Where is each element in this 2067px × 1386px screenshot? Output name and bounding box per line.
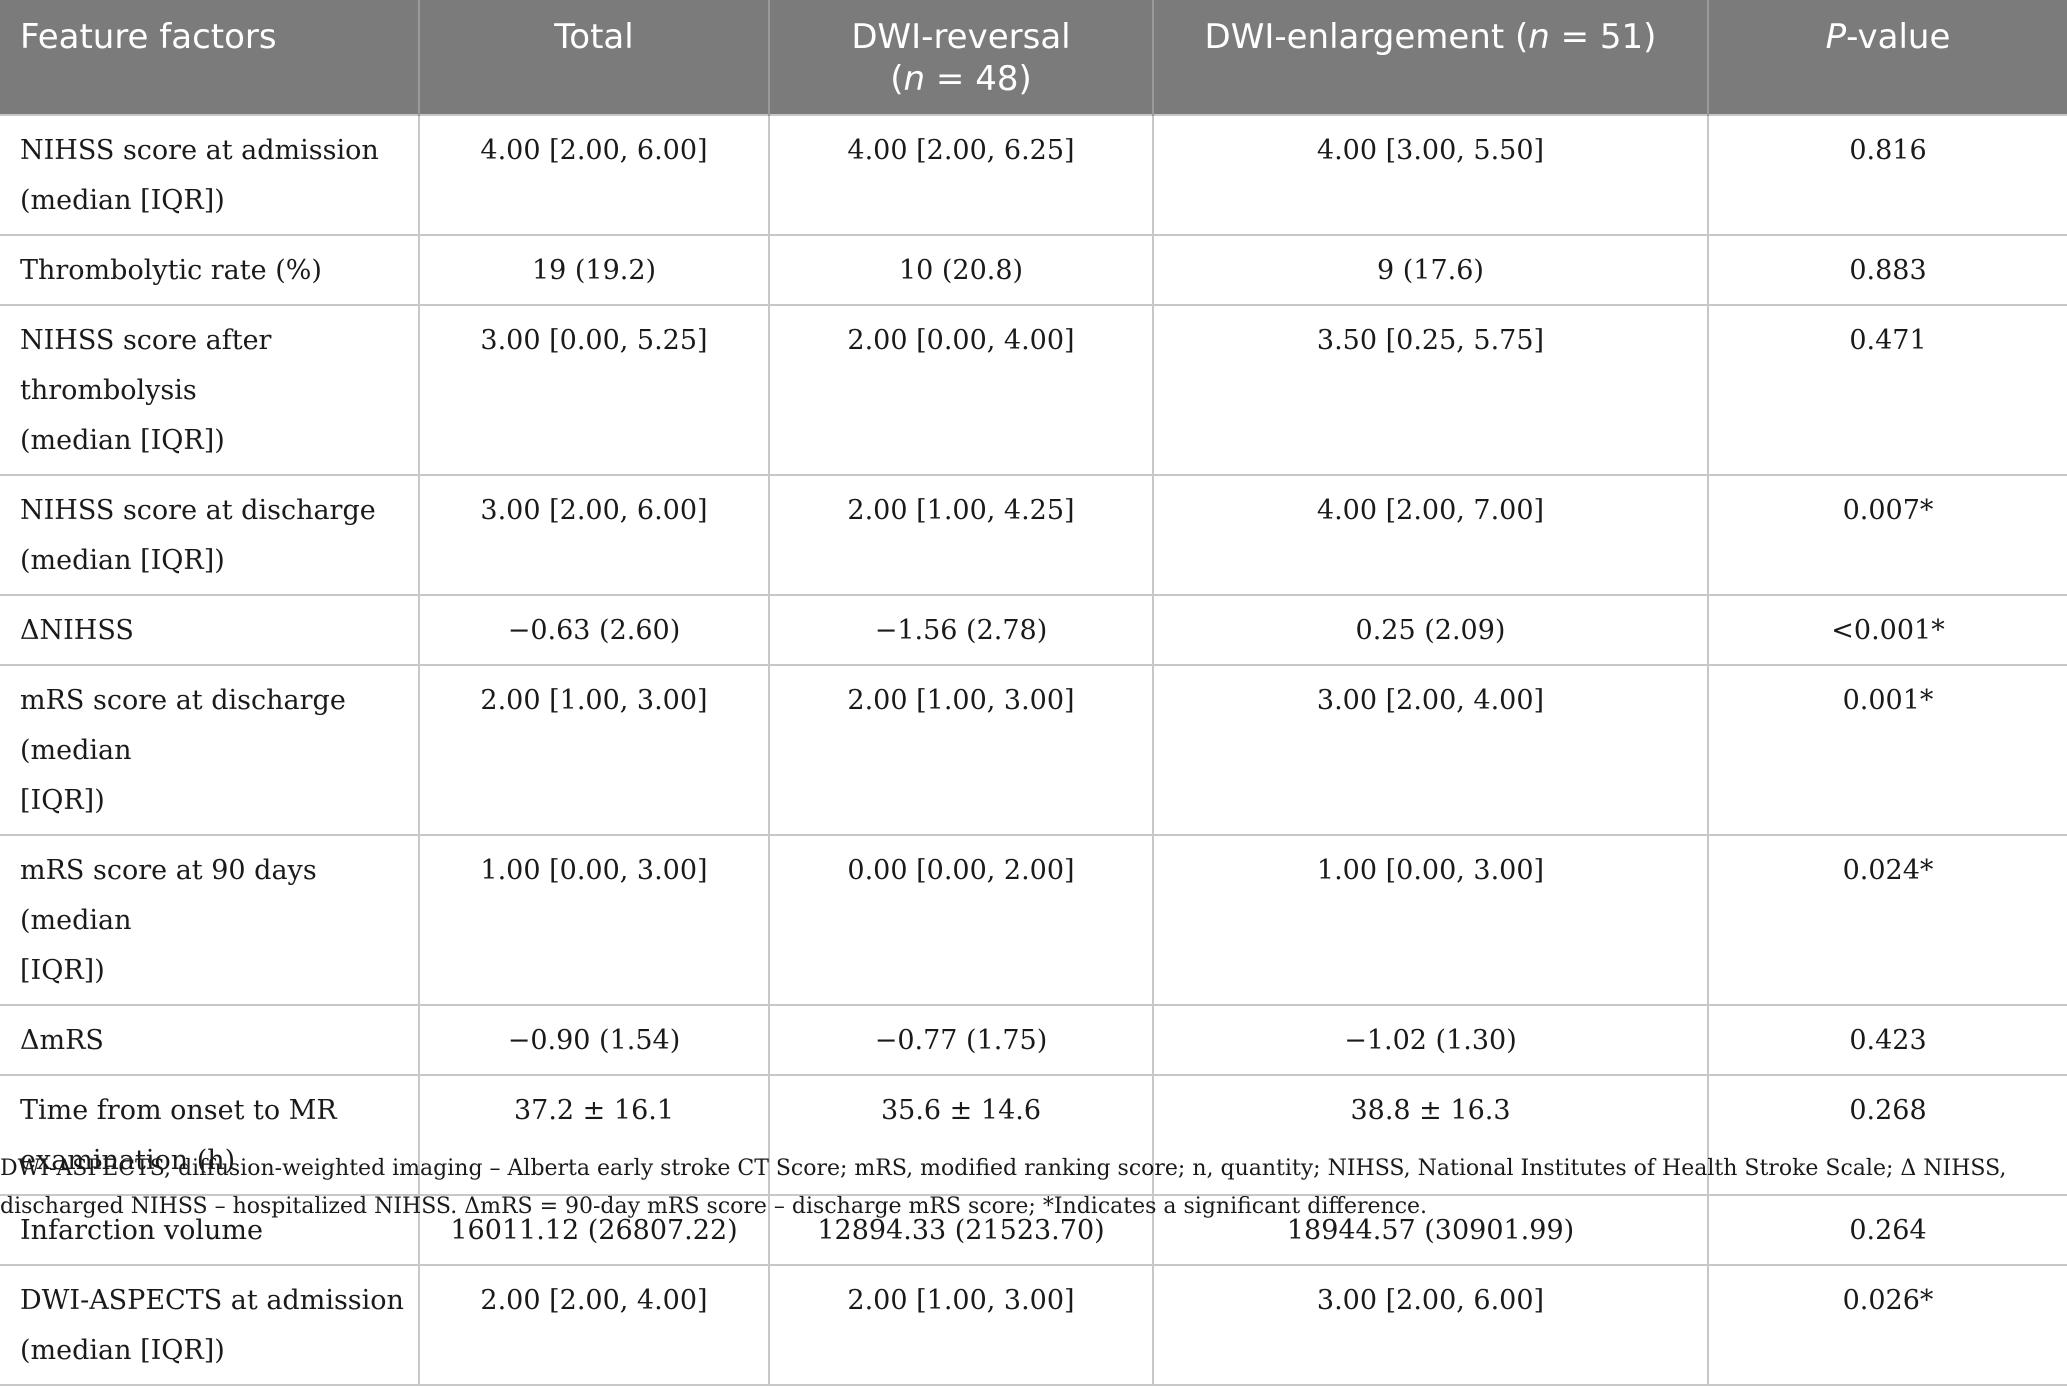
cell-p-value: 0.026* — [1708, 1264, 2067, 1386]
cell-p-value: 0.471 — [1708, 304, 2067, 475]
cell-dwi-reversal: 2.00 [1.00, 3.00] — [769, 664, 1154, 835]
cell-dwi-enlargement: −1.02 (1.30) — [1153, 1004, 1709, 1075]
cell-dwi-reversal: 10 (20.8) — [769, 234, 1154, 305]
cell-feature-factor: Time from onset to MR examination (h) — [0, 1074, 420, 1195]
header-feature-factors: Feature factors — [0, 0, 420, 115]
cell-dwi-enlargement: 0.25 (2.09) — [1153, 594, 1709, 665]
cell-total: −0.90 (1.54) — [419, 1004, 770, 1075]
factor-label-line-2: [IQR]) — [20, 955, 105, 986]
cell-feature-factor: DWI-ASPECTS at admission (median [IQR]) — [0, 1264, 420, 1386]
table-row: NIHSS score at admission (median [IQR]) 4.… — [0, 114, 2067, 235]
table-row: DWI-ASPECTS at admission (median [IQR]) 2.… — [0, 1264, 2067, 1386]
cell-dwi-enlargement: 3.00 [2.00, 4.00] — [1153, 664, 1709, 835]
cell-p-value: 0.024* — [1708, 834, 2067, 1005]
cell-p-value: 0.423 — [1708, 1004, 2067, 1075]
factor-label-line-1: NIHSS score at discharge — [20, 495, 376, 526]
table-row: ΔNIHSS −0.63 (2.60) −1.56 (2.78) 0.25 (2.09… — [0, 594, 2067, 665]
cell-total: 3.00 [2.00, 6.00] — [419, 474, 770, 595]
cell-total: 4.00 [2.00, 6.00] — [419, 114, 770, 235]
cell-total: 19 (19.2) — [419, 234, 770, 305]
cell-feature-factor: Thrombolytic rate (%) — [0, 234, 420, 305]
cell-dwi-enlargement: 1.00 [0.00, 3.00] — [1153, 834, 1709, 1005]
cell-p-value: 0.001* — [1708, 664, 2067, 835]
factor-label-line-2: (median [IQR]) — [20, 425, 225, 456]
factor-label-line-1: NIHSS score after thrombolysis — [20, 325, 272, 406]
cell-total: 1.00 [0.00, 3.00] — [419, 834, 770, 1005]
cell-dwi-reversal: 35.6 ± 14.6 — [769, 1074, 1154, 1195]
factor-label-line-1: Time from onset to MR — [20, 1095, 337, 1126]
cell-dwi-reversal: 4.00 [2.00, 6.25] — [769, 114, 1154, 235]
cell-dwi-enlargement: 9 (17.6) — [1153, 234, 1709, 305]
factor-label-line-1: mRS score at 90 days (median — [20, 855, 317, 936]
cell-p-value: <0.001* — [1708, 594, 2067, 665]
cell-p-value: 0.883 — [1708, 234, 2067, 305]
cell-feature-factor: ΔNIHSS — [0, 594, 420, 665]
cell-feature-factor: NIHSS score at admission (median [IQR]) — [0, 114, 420, 235]
cell-dwi-reversal: 2.00 [1.00, 4.25] — [769, 474, 1154, 595]
cell-feature-factor: ΔmRS — [0, 1004, 420, 1075]
cell-total: 2.00 [1.00, 3.00] — [419, 664, 770, 835]
cell-dwi-enlargement: 3.50 [0.25, 5.75] — [1153, 304, 1709, 475]
cell-dwi-enlargement: 4.00 [2.00, 7.00] — [1153, 474, 1709, 595]
header-p-value: P-value — [1708, 0, 2067, 115]
cell-dwi-enlargement: 38.8 ± 16.3 — [1153, 1074, 1709, 1195]
factor-label-line-1: mRS score at discharge (median — [20, 685, 346, 766]
cell-dwi-reversal: −0.77 (1.75) — [769, 1004, 1154, 1075]
table-footnote: DWI-ASPECTS, diffusion-weighted imaging … — [0, 1150, 2067, 1226]
factor-label-line-1: Thrombolytic rate (%) — [20, 255, 322, 286]
cell-p-value: 0.816 — [1708, 114, 2067, 235]
table-row: NIHSS score after thrombolysis (median [I… — [0, 304, 2067, 475]
header-dwi-enlargement: DWI-enlargement (n = 51) — [1153, 0, 1709, 115]
cell-p-value: 0.007* — [1708, 474, 2067, 595]
header-dwi-reversal: DWI-reversal (n = 48) — [769, 0, 1154, 115]
footnote-line-1: DWI-ASPECTS, diffusion-weighted imaging … — [0, 1156, 2007, 1181]
table-row: Time from onset to MR examination (h) 37.2… — [0, 1074, 2067, 1195]
cell-feature-factor: NIHSS score at discharge (median [IQR]) — [0, 474, 420, 595]
cell-total: −0.63 (2.60) — [419, 594, 770, 665]
factor-label-line-2: (median [IQR]) — [20, 185, 225, 216]
header-total: Total — [419, 0, 770, 115]
cell-feature-factor: mRS score at 90 days (median [IQR]) — [0, 834, 420, 1005]
cell-dwi-reversal: 2.00 [1.00, 3.00] — [769, 1264, 1154, 1386]
factor-label-line-1: NIHSS score at admission — [20, 135, 379, 166]
cell-dwi-enlargement: 3.00 [2.00, 6.00] — [1153, 1264, 1709, 1386]
table-row: mRS score at discharge (median [IQR]) 2.00… — [0, 664, 2067, 835]
table-row: ΔmRS −0.90 (1.54) −0.77 (1.75) −1.02 (1.30)… — [0, 1004, 2067, 1075]
cell-dwi-reversal: 0.00 [0.00, 2.00] — [769, 834, 1154, 1005]
cell-dwi-enlargement: 4.00 [3.00, 5.50] — [1153, 114, 1709, 235]
cell-p-value: 0.268 — [1708, 1074, 2067, 1195]
cell-total: 2.00 [2.00, 4.00] — [419, 1264, 770, 1386]
factor-label-line-1: ΔNIHSS — [20, 615, 134, 646]
factor-label-line-2: (median [IQR]) — [20, 545, 225, 576]
cell-dwi-reversal: 2.00 [0.00, 4.00] — [769, 304, 1154, 475]
cell-feature-factor: mRS score at discharge (median [IQR]) — [0, 664, 420, 835]
factor-label-line-2: [IQR]) — [20, 785, 105, 816]
cell-dwi-reversal: −1.56 (2.78) — [769, 594, 1154, 665]
table-row: Thrombolytic rate (%) 19 (19.2) 10 (20.8) 9… — [0, 234, 2067, 305]
table-row: NIHSS score at discharge (median [IQR]) 3.… — [0, 474, 2067, 595]
table-header-row: Feature factors Total DWI-reversal (n = 4… — [0, 0, 2067, 115]
cell-total: 37.2 ± 16.1 — [419, 1074, 770, 1195]
factor-label-line-2: (median [IQR]) — [20, 1335, 225, 1366]
factor-label-line-1: ΔmRS — [20, 1025, 104, 1056]
table-row: mRS score at 90 days (median [IQR]) 1.00 [… — [0, 834, 2067, 1005]
factor-label-line-1: DWI-ASPECTS at admission — [20, 1285, 404, 1316]
cell-feature-factor: NIHSS score after thrombolysis (median [I… — [0, 304, 420, 475]
factor-label-line-2: examination (h) — [20, 1145, 236, 1176]
footnote-line-2: discharged NIHSS – hospitalized NIHSS. Δ… — [0, 1194, 1428, 1219]
cell-total: 3.00 [0.00, 5.25] — [419, 304, 770, 475]
